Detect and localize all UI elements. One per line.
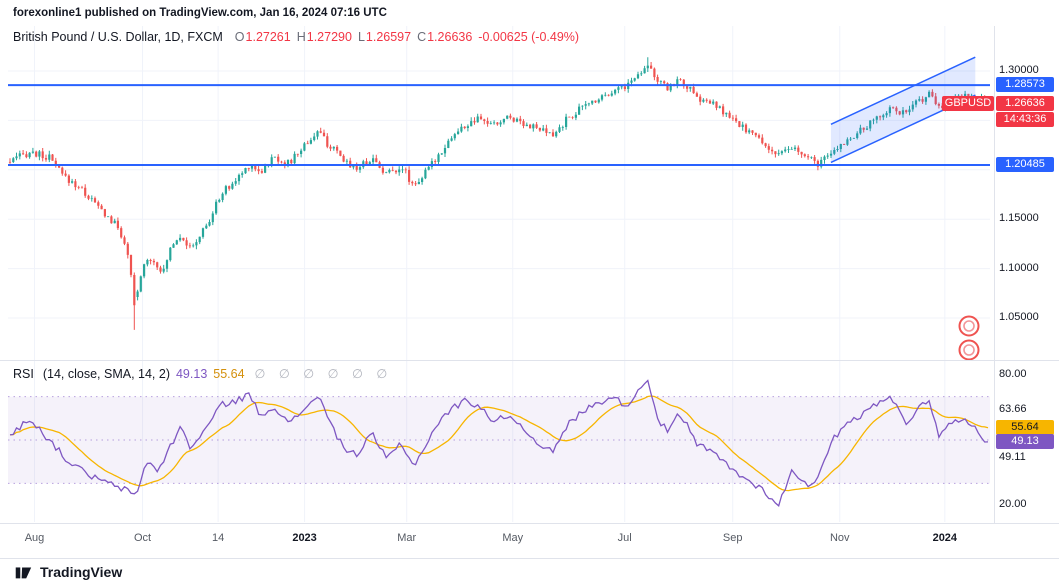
time-label-nov: Nov [829,532,850,544]
rsi-tick-4911: 49.11 [999,450,1026,463]
time-label-mar: Mar [397,532,417,544]
rsi-ma-value: 55.64 [213,367,245,381]
low-label: L [357,30,365,44]
rsi-value-badge: 49.13 [996,433,1054,449]
time-label-14: 14 [212,532,225,544]
rsi-tick-6366: 63.66 [999,403,1027,416]
symbol-title[interactable]: British Pound / U.S. Dollar, 1D, FXCM [13,30,223,44]
price-tick-110: 1.10000 [999,261,1039,274]
emoji-sticker-icon[interactable] [958,339,980,361]
publish-info: published on TradingView.com, Jan 16, 20… [81,7,387,19]
countdown-badge: 14:43:36 [996,112,1054,128]
rsi-ma-badge: 55.64 [996,419,1054,435]
rsi-legend: RSI (14, close, SMA, 14, 2) 49.13 55.64 … [13,366,392,381]
change-value: -0.00625 (-0.49%) [478,30,580,44]
rsi-tick-80: 80.00 [999,368,1027,380]
price-tick-115: 1.15000 [999,212,1039,225]
symbol-price-badge: GBPUSD [942,96,994,112]
support-price-badge: 1.20485 [996,157,1054,172]
time-label-oct: Oct [133,532,152,544]
time-label-jul: Jul [617,532,632,544]
rsi-title[interactable]: RSI [13,367,34,381]
grid [8,26,990,522]
rsi-value: 49.13 [175,367,208,381]
footer-bar: TradingView [0,558,1059,585]
tradingview-logo-icon[interactable] [13,562,33,582]
rsi-empty-values: ∅ ∅ ∅ ∅ ∅ ∅ [254,367,393,381]
rsi-params: (14, close, SMA, 14, 2) [42,367,170,381]
open-label: O [234,30,245,44]
time-label-2024: 2024 [932,532,958,544]
rsi-tick-20: 20.00 [999,498,1027,510]
time-label-may: May [502,532,524,544]
rsi-series [9,379,989,507]
resistance-price-badge: 1.28573 [996,77,1054,93]
close-label: C [417,30,427,44]
open-value: 1.27261 [245,30,291,44]
time-label-sep: Sep [722,532,743,544]
pane-separators [0,26,1059,524]
rsi-band [8,396,990,484]
price-tick-130: 1.30000 [999,64,1039,76]
publish-bar: forexonline1 published on TradingView.co… [0,0,1059,26]
brand-name[interactable]: TradingView [40,564,123,580]
price-tick-105: 1.05000 [999,311,1039,323]
low-value: 1.26597 [365,30,412,44]
time-label-2023: 2023 [292,532,317,544]
candlestick-series [8,57,990,330]
last-price-badge: 1.26636 [996,96,1054,112]
emoji-sticker-icon[interactable] [958,315,980,337]
high-value: 1.27290 [306,30,352,44]
close-value: 1.26636 [427,30,473,44]
time-label-aug: Aug [24,532,45,544]
high-label: H [296,30,306,44]
publisher-username: forexonline1 [13,7,82,19]
